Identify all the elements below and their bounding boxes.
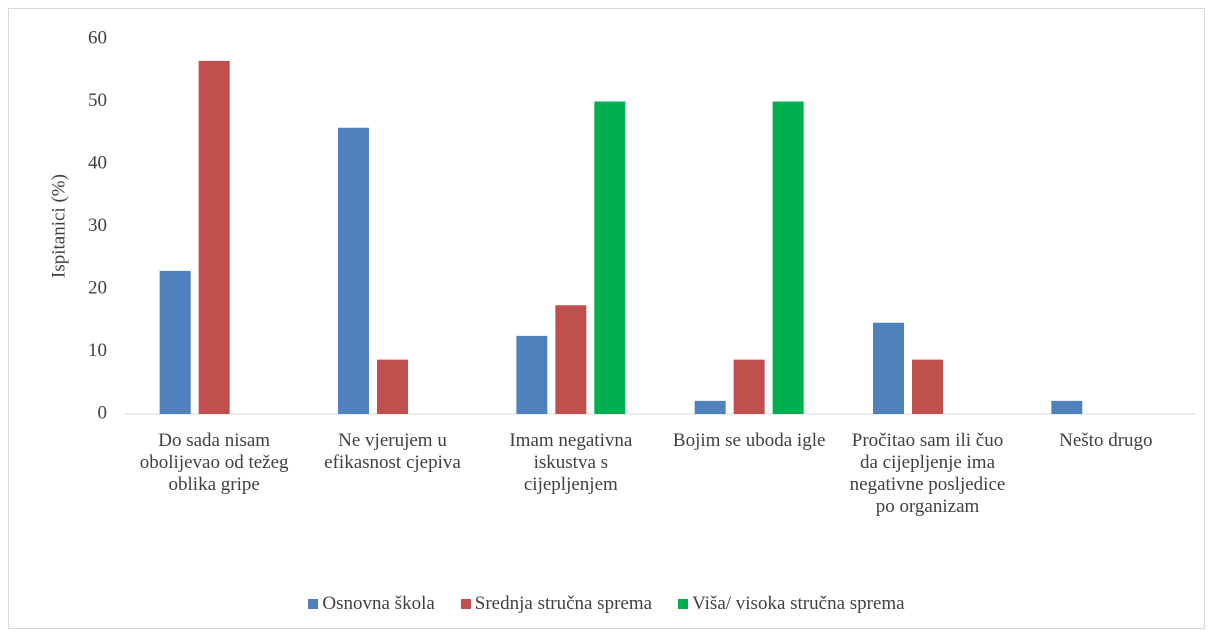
legend-item: Viša/ visoka stručna sprema: [678, 593, 905, 615]
bar: [1051, 400, 1083, 414]
x-tick-label: Do sada nisam obolijevao od težeg oblika…: [139, 430, 289, 495]
y-tick-label: 20: [88, 277, 107, 298]
legend-item: Srednja stručna sprema: [460, 593, 653, 615]
bar: [772, 101, 804, 414]
legend-item: Osnovna škola: [308, 593, 435, 615]
x-tick-label: Bojim se uboda igle: [672, 430, 826, 451]
x-tick-label: Nešto drugo: [1059, 430, 1153, 451]
bar: [912, 359, 943, 414]
chart-border: [8, 8, 1205, 629]
bar: [873, 322, 904, 414]
y-tick-label: 60: [88, 27, 107, 48]
legend-swatch: [678, 599, 689, 609]
bar: [733, 359, 765, 414]
bar: [516, 335, 548, 414]
bar: [594, 101, 626, 414]
bar: [338, 127, 369, 414]
y-tick-label: 40: [88, 152, 107, 173]
bar: [198, 60, 230, 414]
bar: [159, 270, 191, 414]
x-tick-label: Imam negativna iskustva s cijepljenjem: [509, 430, 633, 495]
legend-label: Srednja stručna sprema: [474, 593, 653, 614]
bar: [555, 305, 587, 414]
y-tick-label: 10: [88, 340, 107, 361]
y-tick-label: 0: [98, 402, 108, 423]
bar: [377, 359, 408, 414]
y-axis-label: Ispitanici (%): [48, 174, 69, 278]
y-tick-label: 50: [88, 90, 107, 111]
bar: [694, 400, 726, 414]
legend-label: Viša/ visoka stručna sprema: [692, 593, 905, 614]
y-tick-label: 30: [88, 215, 107, 236]
legend-swatch: [460, 599, 471, 609]
legend-label: Osnovna škola: [322, 593, 435, 614]
legend: Osnovna škola Srednja stručna sprema Viša/…: [0, 593, 1213, 615]
x-tick-label: Ne vjerujem u efikasnost cjepiva: [324, 430, 461, 473]
legend-swatch: [308, 599, 319, 609]
x-tick-label: Pročitao sam ili čuo da cijepljenje ima …: [849, 430, 1006, 517]
